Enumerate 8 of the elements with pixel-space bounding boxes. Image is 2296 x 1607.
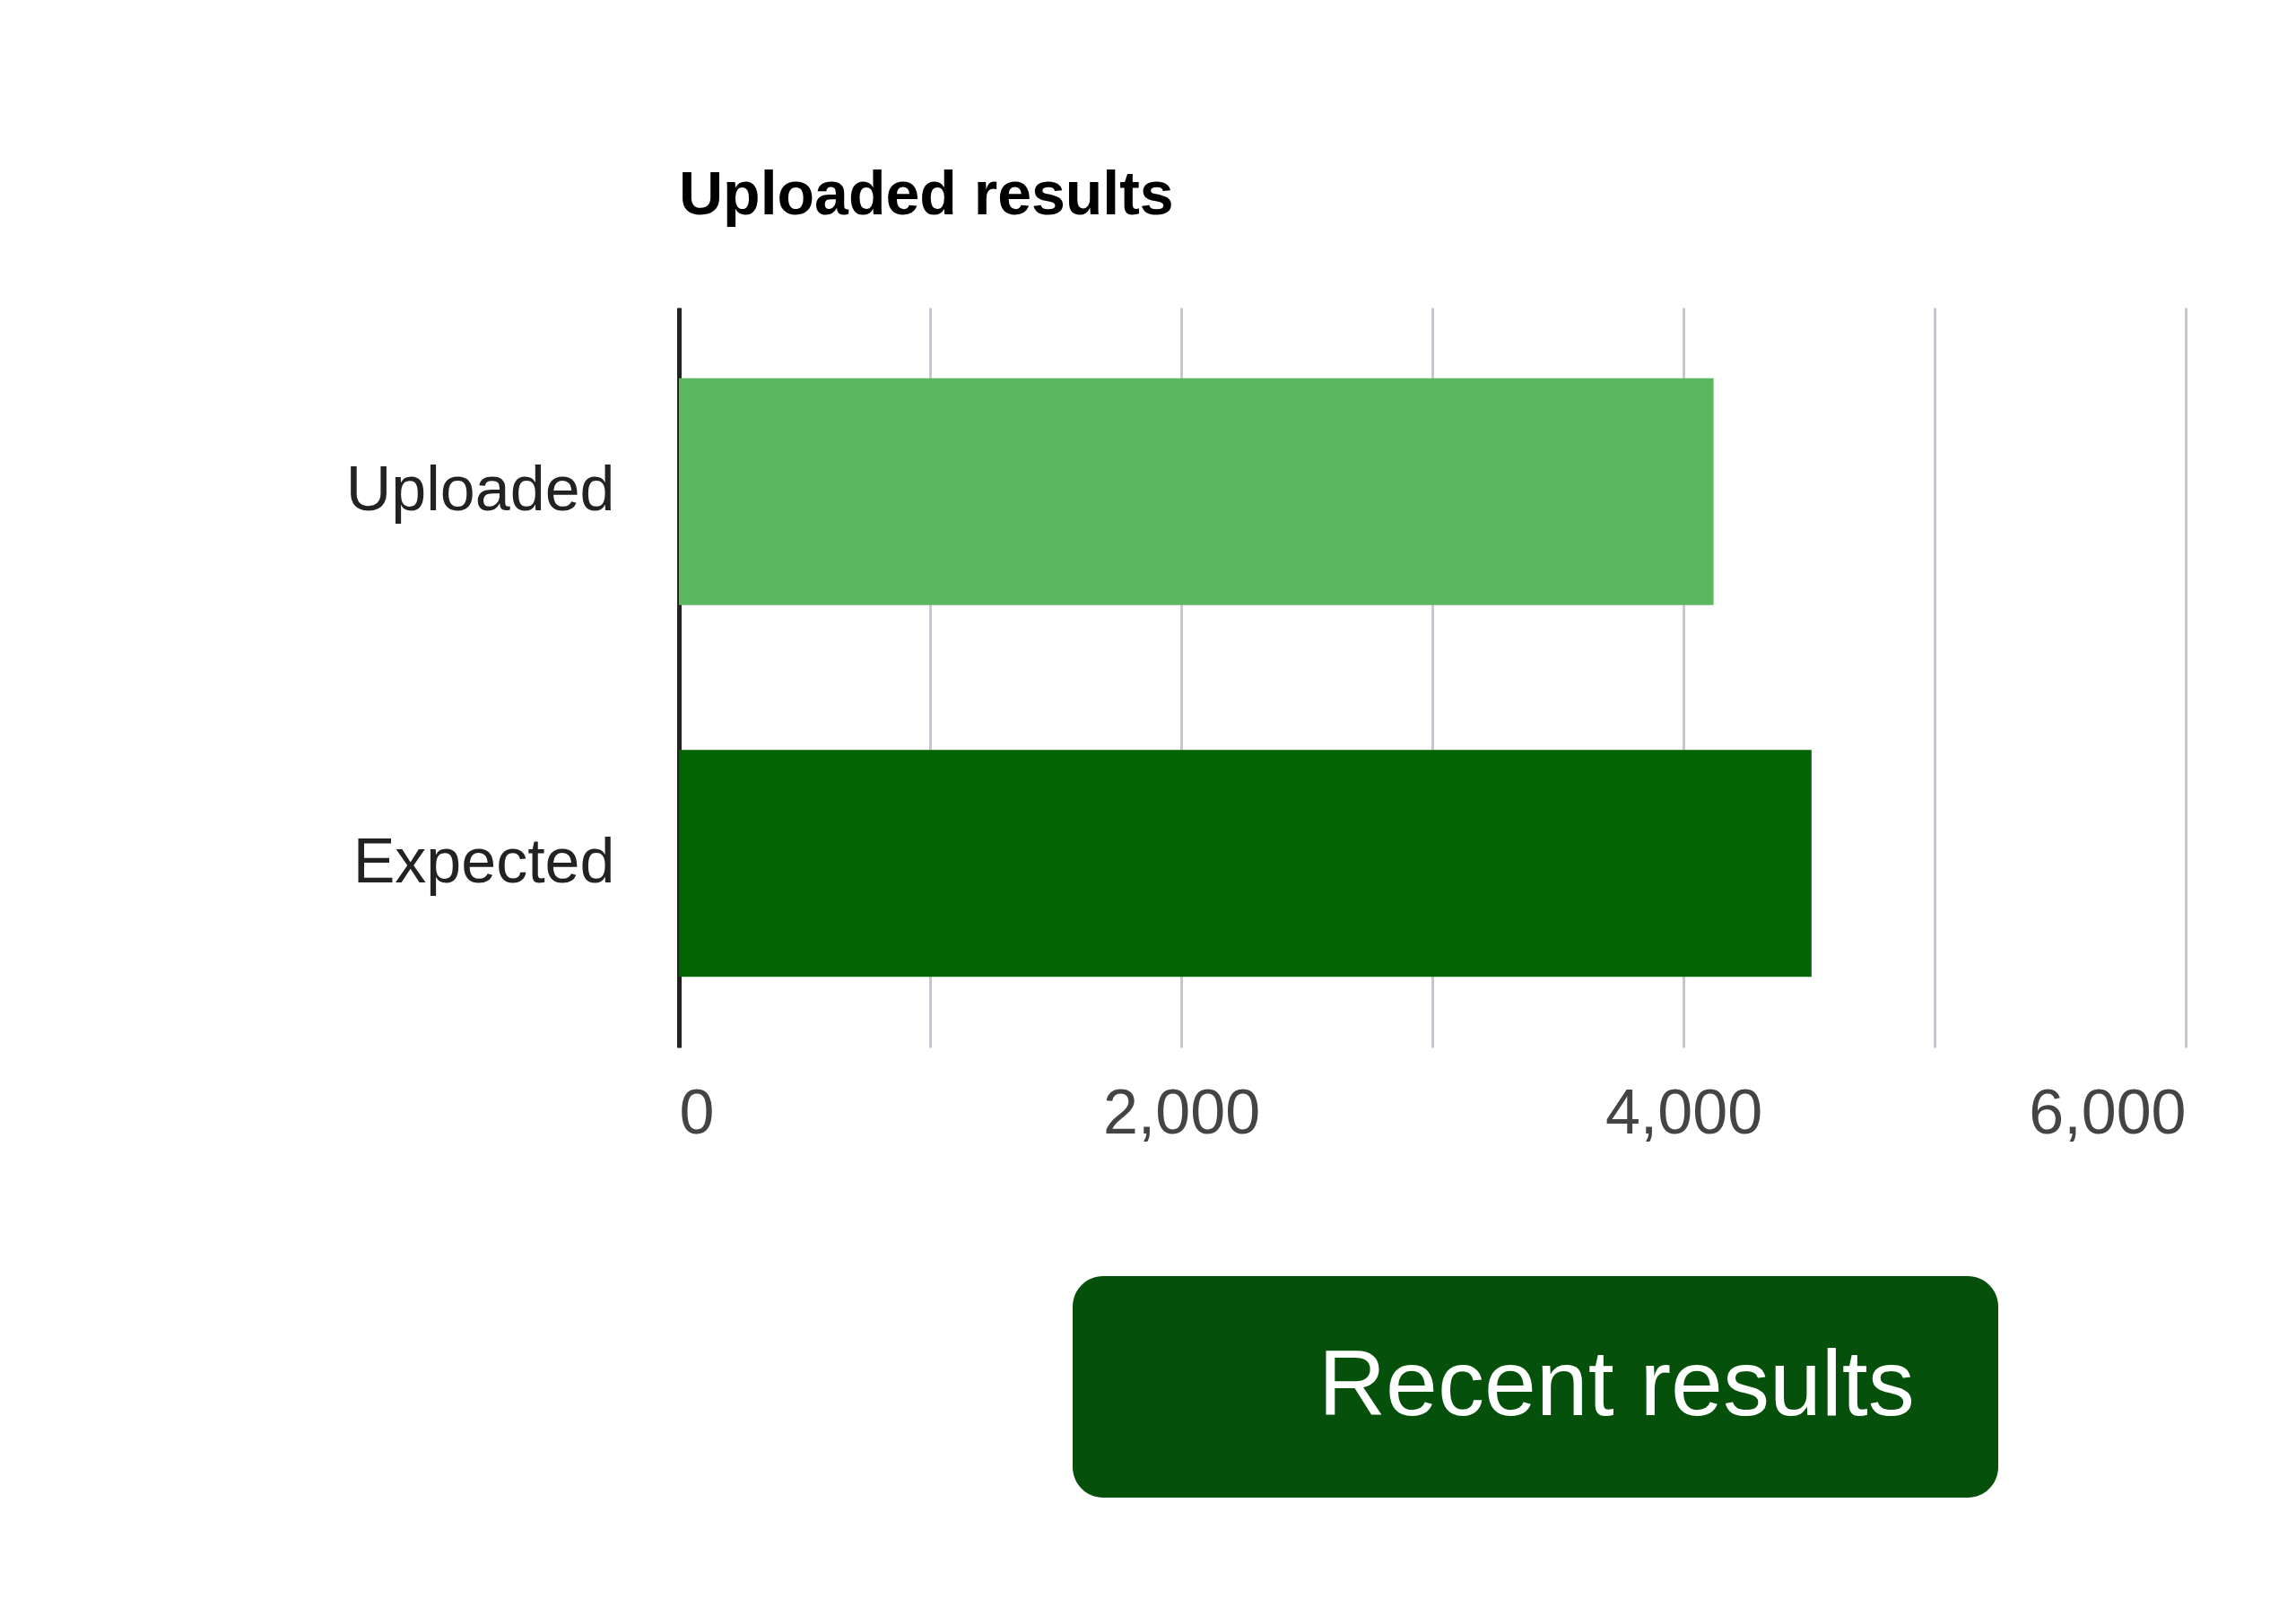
- y-tick-label: Uploaded: [345, 454, 615, 525]
- x-tick-label: 0: [679, 1076, 715, 1147]
- text: Recent results: [1318, 1331, 1915, 1435]
- chart-title: Uploaded results: [679, 159, 1174, 227]
- x-tick-label: 4,000: [1605, 1076, 1763, 1147]
- y-tick-label: Expected: [352, 825, 615, 896]
- x-tick-label: 6,000: [2029, 1076, 2187, 1147]
- x-tick-label: 2,000: [1102, 1076, 1261, 1147]
